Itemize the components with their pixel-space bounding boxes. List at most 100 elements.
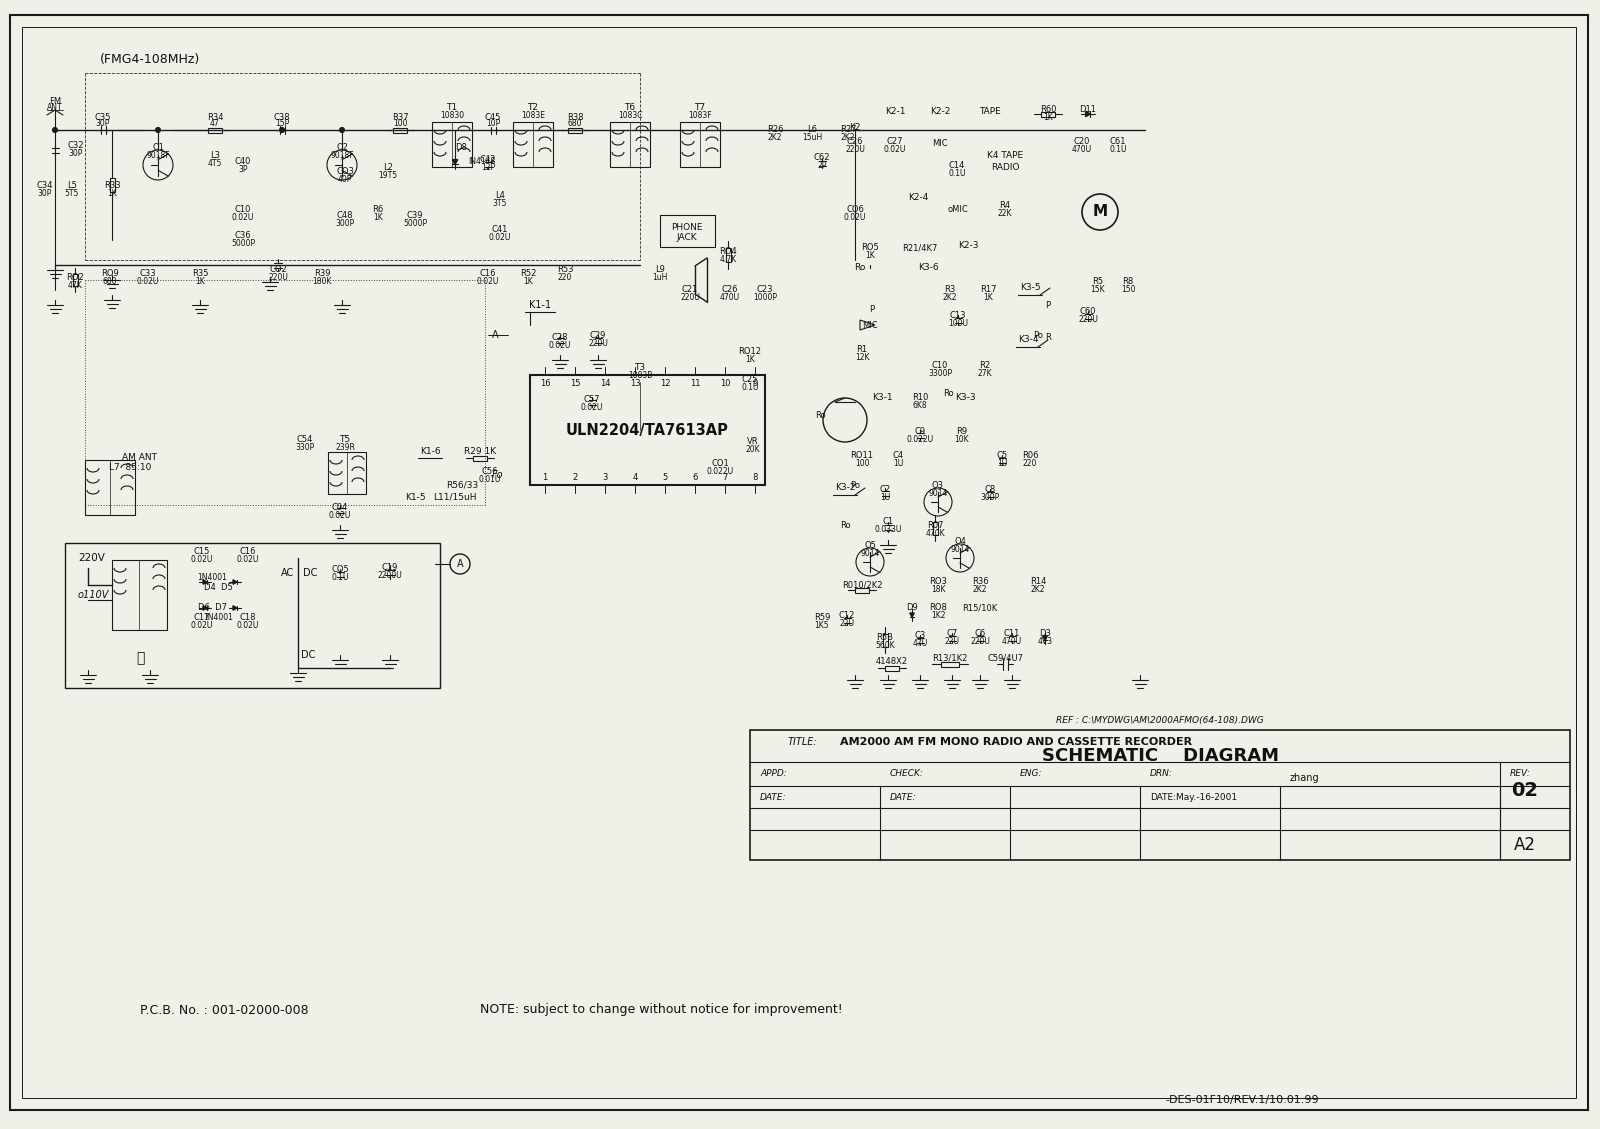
Text: 220: 220	[558, 273, 573, 282]
Text: C62: C62	[814, 154, 830, 163]
Text: R36: R36	[971, 578, 989, 586]
Text: C40: C40	[235, 158, 251, 166]
Text: 40P: 40P	[338, 175, 352, 184]
Text: 1U: 1U	[880, 493, 890, 502]
Text: MIC: MIC	[933, 139, 947, 148]
Text: 220U: 220U	[1078, 315, 1098, 324]
Text: 30P: 30P	[96, 120, 110, 129]
Text: 10: 10	[720, 378, 730, 387]
Text: T6: T6	[624, 104, 635, 113]
Bar	[885, 665, 899, 671]
Text: CO1: CO1	[710, 458, 730, 467]
Text: RADIO: RADIO	[990, 164, 1019, 173]
Text: K1-5: K1-5	[405, 493, 426, 502]
Text: TAPE: TAPE	[979, 107, 1002, 116]
Text: 680: 680	[102, 277, 117, 286]
Text: 1K: 1K	[195, 277, 205, 286]
Text: 0.02U: 0.02U	[843, 213, 866, 222]
Text: C9: C9	[915, 428, 925, 437]
Text: AC: AC	[282, 568, 294, 578]
Text: K1-1: K1-1	[530, 300, 550, 310]
Text: 1K: 1K	[107, 189, 117, 198]
Text: JACK: JACK	[677, 233, 698, 242]
Text: 14: 14	[600, 378, 610, 387]
Text: O5: O5	[864, 542, 875, 551]
Text: 22U: 22U	[944, 637, 960, 646]
Text: C23: C23	[757, 286, 773, 295]
Text: AM2000 AM FM MONO RADIO AND CASSETTE RECORDER: AM2000 AM FM MONO RADIO AND CASSETTE REC…	[840, 737, 1192, 747]
Text: C1: C1	[883, 517, 893, 526]
Text: 1083E: 1083E	[522, 112, 546, 121]
Text: K3-5: K3-5	[1019, 283, 1040, 292]
Text: 470U: 470U	[1072, 146, 1093, 155]
Text: 0.1U: 0.1U	[949, 168, 966, 177]
Text: 220U: 220U	[269, 273, 288, 282]
Text: 2K2: 2K2	[973, 586, 987, 595]
Bar	[72, 274, 77, 286]
Polygon shape	[1043, 636, 1048, 640]
Text: 4.7K: 4.7K	[720, 255, 736, 264]
Bar	[661, 215, 715, 247]
Text: R5: R5	[1093, 278, 1104, 287]
Bar	[568, 128, 582, 132]
Text: 47K: 47K	[67, 281, 82, 290]
Text: M: M	[1093, 204, 1107, 219]
Text: C18: C18	[240, 613, 256, 622]
Text: D8: D8	[454, 143, 467, 152]
Text: 11: 11	[690, 378, 701, 387]
Text: 2K2: 2K2	[840, 133, 856, 142]
Bar	[621, 382, 661, 430]
Text: 9018F: 9018F	[330, 151, 354, 160]
Bar	[432, 122, 472, 167]
Text: 1: 1	[542, 473, 547, 481]
Text: 300P: 300P	[336, 219, 355, 228]
Text: L7  85:10: L7 85:10	[109, 464, 150, 473]
Text: 13: 13	[630, 378, 640, 387]
Text: C3: C3	[914, 630, 926, 639]
Text: C5: C5	[997, 450, 1008, 460]
Text: C45: C45	[485, 114, 501, 123]
Bar	[854, 587, 869, 593]
Text: Fo: Fo	[493, 470, 504, 480]
Text: 4148X2: 4148X2	[875, 657, 909, 666]
Text: C2: C2	[880, 485, 891, 495]
Text: K2-4: K2-4	[907, 193, 928, 202]
Text: C16: C16	[480, 269, 496, 278]
Text: C10: C10	[931, 360, 949, 369]
Text: T5: T5	[339, 436, 350, 445]
Circle shape	[339, 128, 344, 132]
Text: C39: C39	[406, 210, 424, 219]
Text: Po: Po	[850, 481, 861, 490]
Text: D4  D5: D4 D5	[203, 584, 232, 593]
Text: C35: C35	[94, 114, 112, 123]
Bar	[112, 560, 166, 630]
Text: C42: C42	[480, 156, 496, 165]
Text: C10: C10	[235, 205, 251, 215]
Text: C41: C41	[491, 226, 509, 235]
Text: SCHEMATIC    DIAGRAM: SCHEMATIC DIAGRAM	[1042, 747, 1278, 765]
Text: 470U: 470U	[720, 294, 741, 303]
Text: 2K2: 2K2	[1030, 586, 1045, 595]
Bar	[933, 522, 938, 534]
Text: R60: R60	[1040, 105, 1056, 114]
Text: L3: L3	[210, 150, 221, 159]
Circle shape	[155, 128, 160, 132]
Text: 1K: 1K	[523, 277, 533, 286]
Text: 220U: 220U	[680, 294, 699, 303]
Text: R5B: R5B	[877, 633, 893, 642]
Text: 15P: 15P	[275, 120, 290, 129]
Text: 1U: 1U	[997, 458, 1006, 467]
Text: MIC: MIC	[862, 321, 878, 330]
Text: 22K: 22K	[998, 209, 1013, 218]
Text: O3: O3	[931, 481, 944, 490]
Text: 30P: 30P	[38, 189, 53, 198]
Text: C4: C4	[893, 450, 904, 460]
Text: CHECK:: CHECK:	[890, 770, 923, 779]
Text: R6: R6	[373, 205, 384, 215]
Polygon shape	[1085, 112, 1091, 116]
Text: R010/2K2: R010/2K2	[842, 580, 882, 589]
Bar	[725, 248, 731, 262]
Text: APPD:: APPD:	[760, 770, 787, 779]
Text: DRN:: DRN:	[1150, 770, 1173, 779]
Text: 9014: 9014	[861, 550, 880, 559]
